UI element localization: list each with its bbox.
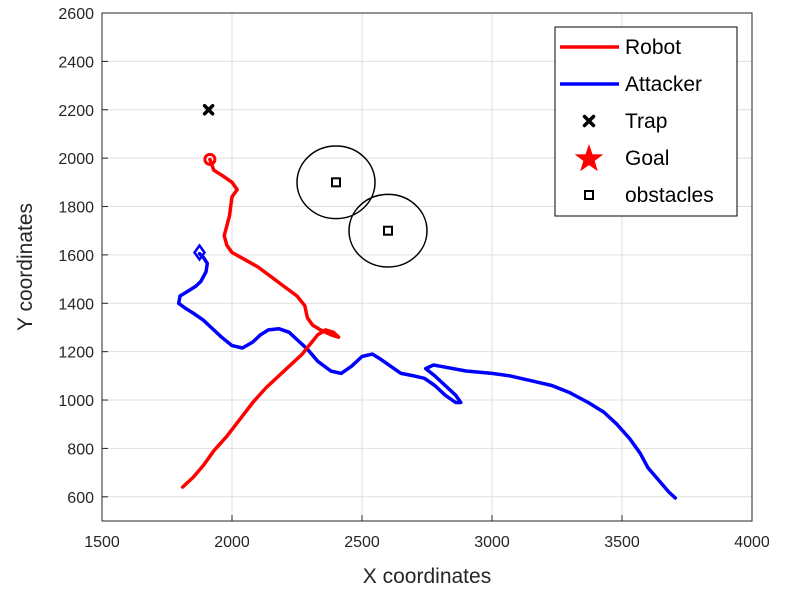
- legend: Robot Attacker Trap Goal obstacles: [554, 26, 738, 217]
- x-axis-label: X coordinates: [363, 565, 491, 588]
- legend-trap-marker: [582, 114, 596, 128]
- y-tick-label: 2600: [58, 6, 94, 23]
- y-tick-label: 800: [67, 441, 94, 458]
- legend-box: [554, 26, 738, 217]
- y-tick-label: 1600: [58, 248, 94, 265]
- legend-robot-label: Robot: [625, 36, 681, 59]
- y-tick-label: 1400: [58, 296, 94, 313]
- obstacle-circle: [348, 193, 428, 268]
- y-tick-label: 2200: [58, 103, 94, 120]
- x-tick-label: 4000: [734, 534, 770, 551]
- y-tick-label: 2000: [58, 151, 94, 168]
- robot-start-marker: [203, 152, 217, 166]
- y-axis-label: Y coordinates: [14, 203, 37, 331]
- x-tick-label: 3500: [604, 534, 640, 551]
- robot-path: [180, 157, 341, 489]
- x-tick-label: 2500: [344, 534, 380, 551]
- legend-attacker-label: Attacker: [625, 73, 702, 96]
- x-tick-label: 3000: [474, 534, 510, 551]
- attacker-path: [176, 251, 678, 500]
- plot-frame: [101, 12, 753, 522]
- legend-obstacles-label: obstacles: [625, 184, 714, 207]
- legend-trap-label: Trap: [625, 110, 667, 133]
- grid: [101, 12, 753, 521]
- y-tick-label: 600: [67, 490, 94, 507]
- attacker-start-marker: [192, 243, 207, 262]
- x-tick-label: 1500: [84, 534, 120, 551]
- y-tick-label: 1200: [58, 345, 94, 362]
- y-tick-label: 1000: [58, 393, 94, 410]
- legend-goal-marker: [574, 144, 604, 172]
- markers: [192, 104, 393, 262]
- obstacle-marker: [331, 177, 341, 188]
- legend-goal-label: Goal: [625, 147, 669, 170]
- x-tick-label: 2000: [214, 534, 250, 551]
- axis-ticks: 1500 2000 2500 3000 3500 4000 600 800 1000 1200 14…: [58, 6, 769, 551]
- series: [176, 157, 678, 500]
- obstacle-marker: [383, 225, 393, 236]
- trap-marker: [202, 104, 215, 116]
- obstacle-circles: [296, 145, 428, 268]
- obstacle-circle: [296, 145, 376, 220]
- legend-obstacles-marker: [584, 190, 594, 200]
- y-tick-label: 1800: [58, 200, 94, 217]
- y-tick-label: 2400: [58, 54, 94, 71]
